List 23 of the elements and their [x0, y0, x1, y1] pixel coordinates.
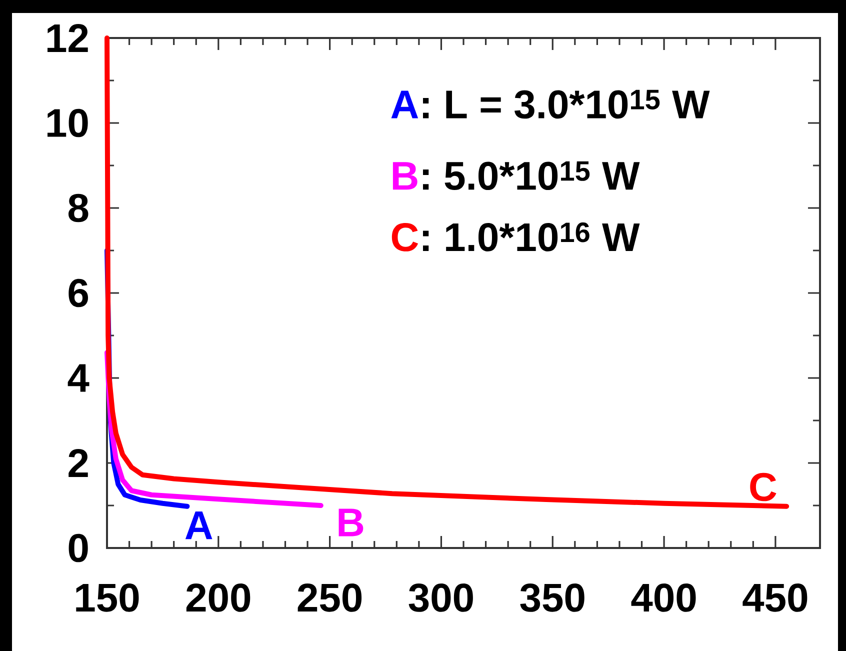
x-tick-label: 400: [631, 584, 696, 612]
text: A: [391, 90, 418, 118]
annotation: : 1.0*10$^{16}$ W: [422, 222, 640, 252]
y-tick-label: 6: [68, 278, 88, 308]
text: C: [392, 223, 418, 252]
x-tick-label: 250: [298, 584, 362, 612]
y-tick-label: 0: [68, 534, 88, 562]
annotation: : L = 3.0*10$^{15}$ W: [422, 90, 710, 119]
y-tick-label: 8: [68, 194, 88, 222]
series-label: A: [185, 512, 212, 540]
x-tick-label: 150: [76, 584, 139, 612]
annotation: : 5.0*10$^{15}$ W: [422, 161, 640, 190]
y-tick-label: 10: [48, 108, 88, 138]
x-tick-label: 350: [520, 584, 584, 612]
series-label: C: [750, 472, 776, 502]
text: B: [392, 162, 418, 190]
x-tick-label: 200: [186, 584, 250, 612]
x-tick-label: 300: [408, 584, 473, 612]
y-tick-label: 12: [48, 24, 88, 52]
series-label: B: [338, 508, 364, 536]
y-tick-label: 4: [68, 364, 90, 392]
x-tick-label: 450: [742, 584, 808, 612]
y-tick-label: 2: [68, 449, 88, 477]
